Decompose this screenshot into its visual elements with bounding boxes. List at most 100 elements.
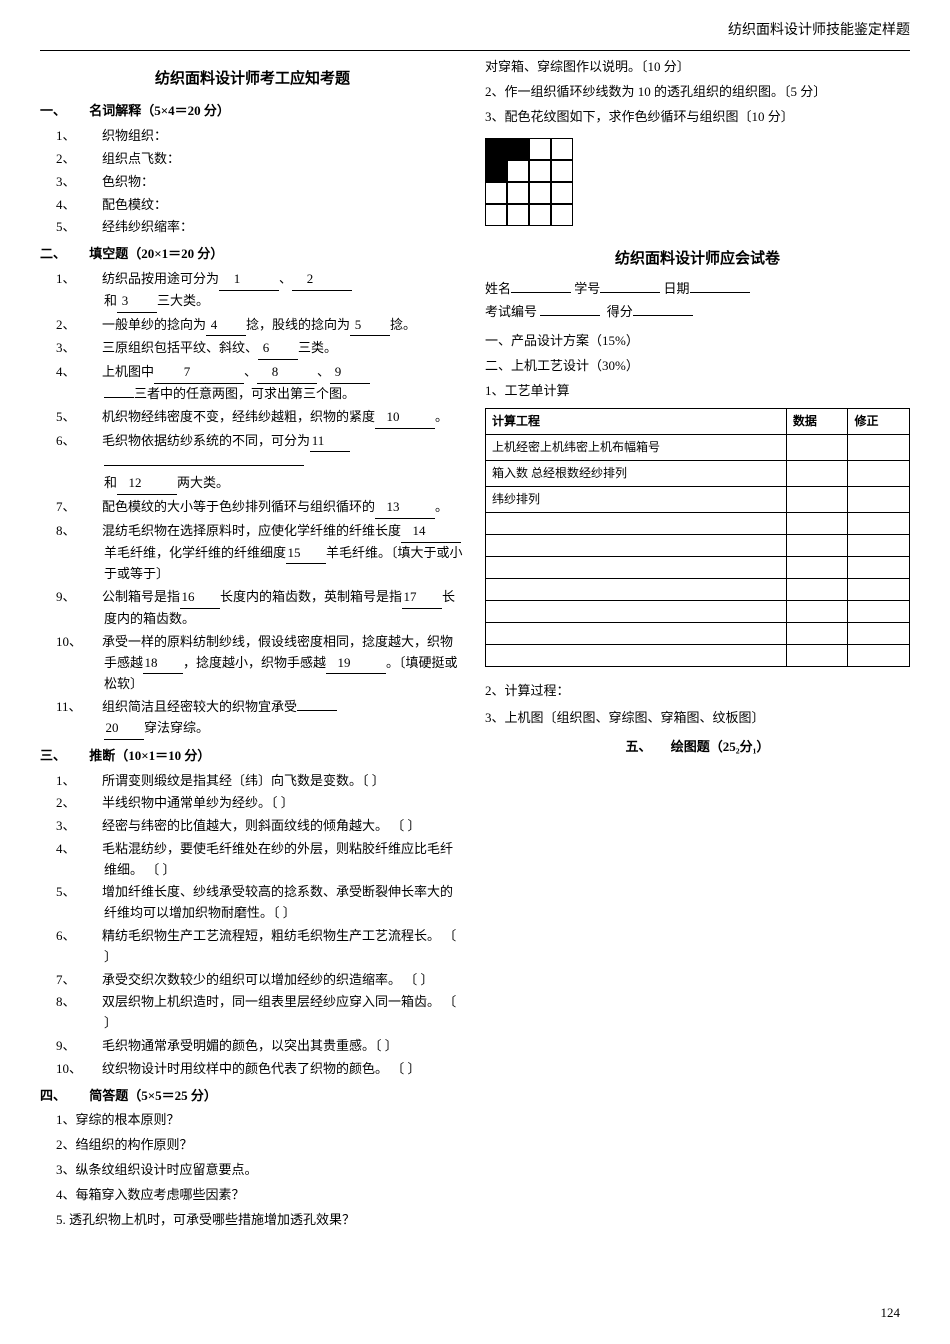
sec2-q7: 7、配色模纹的大小等于色纱排列循环与组织循环的13。 <box>80 497 465 519</box>
sec2-q9: 9、公制箱号是指16长度内的箱齿数，英制箱号是指17长度内的箱齿数。 <box>80 587 465 630</box>
table-cell <box>786 460 848 486</box>
after-2: 3、上机图〔组织图、穿综图、穿箱图、纹板图〕 <box>485 708 910 729</box>
q9b: 长度内的箱齿数，英制箱号是指 <box>220 589 402 604</box>
section-5: 五、 绘图题（25₂分₁） <box>485 737 910 758</box>
table-cell <box>486 645 787 667</box>
table-row <box>486 601 910 623</box>
table-cell <box>486 535 787 557</box>
table-cell <box>848 460 910 486</box>
pattern-cell <box>551 182 573 204</box>
pattern-cell <box>507 204 529 226</box>
sec3-t10: 纹织物设计时用纹样中的颜色代表了织物的颜色。 〔 〕 <box>102 1061 421 1076</box>
pattern-cell <box>507 182 529 204</box>
table-cell <box>786 579 848 601</box>
part-1: 一、产品设计方案（15%） <box>485 331 910 352</box>
sec3-q9: 9、毛织物通常承受明媚的颜色，以突出其贵重感。〔 〕 <box>80 1036 465 1057</box>
sec2-label: 二、 <box>40 246 66 261</box>
table-cell <box>786 557 848 579</box>
pattern-row <box>485 160 573 182</box>
sec1-text-3: 色织物： <box>102 174 154 189</box>
blank-11b <box>104 465 304 466</box>
examno-label: 考试编号 <box>485 304 537 319</box>
pattern-cell <box>551 160 573 182</box>
pattern-cell <box>551 204 573 226</box>
table-row <box>486 557 910 579</box>
pattern-cell <box>485 160 507 182</box>
q3a: 三原组织包括平纹、斜纹、 <box>102 340 258 355</box>
name-label: 姓名 <box>485 281 511 296</box>
q11a: 组织简洁且经密较大的织物宜承受 <box>102 699 297 714</box>
sec3-label: 三、 <box>40 748 66 763</box>
form-line-1: 姓名 学号 日期 <box>485 279 910 300</box>
blank-2: 2 <box>292 269 352 291</box>
name-blank <box>511 292 571 293</box>
examno-blank <box>540 315 600 316</box>
sec3-q1: 1、所谓变则缎纹是指其经〔纬〕向飞数是变数。〔 〕 <box>80 771 465 792</box>
sec1-item-2: 2、组织点飞数： <box>80 149 465 170</box>
exam-title-left: 纺织面料设计师考工应知考题 <box>40 67 465 91</box>
sec4-i5: 5. 透孔织物上机时，可承受哪些措施增加透孔效果？ <box>56 1210 465 1231</box>
table-cell <box>786 487 848 513</box>
sec3-q2: 2、半线织物中通常单纱为经纱。〔 〕 <box>80 793 465 814</box>
q3b: 三类。 <box>298 340 337 355</box>
pattern-row <box>485 182 573 204</box>
table-cell <box>486 513 787 535</box>
q1c: 和 <box>104 293 117 308</box>
date-label: 日期 <box>664 281 690 296</box>
sec1-item-4: 4、配色模纹： <box>80 195 465 216</box>
sec2-q8: 8、混纺毛织物在选择原料时，应使化学纤维的纤维长度14羊毛纤维，化学纤维的纤维细… <box>80 521 465 585</box>
table-cell <box>848 579 910 601</box>
sec3-t2: 半线织物中通常单纱为经纱。〔 〕 <box>102 795 294 810</box>
table-row <box>486 645 910 667</box>
pattern-cell <box>507 160 529 182</box>
section-4: 四、 简答题（5×5＝25 分） <box>40 1086 465 1107</box>
sec3-t6: 精纺毛织物生产工艺流程短，粗纺毛织物生产工艺流程长。 〔 〕 <box>102 928 456 964</box>
score-blank <box>633 315 693 316</box>
blank-20: 20 <box>104 718 144 740</box>
sec1-text-4: 配色模纹： <box>102 197 167 212</box>
calc-table: 计算工程数据修正上机经密上机纬密上机布幅箱号箱入数 总经根数经纱排列纬纱排列 <box>485 408 910 668</box>
blank-1: 1 <box>219 269 279 291</box>
sec2-q1: 1、纺织品按用途可分为1、2和3三大类。 <box>80 269 465 313</box>
q5a: 机织物经纬密度不变，经纬纱越粗，织物的紧度 <box>102 409 375 424</box>
q4d: 三者中的任意两图，可求出第三个图。 <box>134 386 355 401</box>
id-label: 学号 <box>574 281 600 296</box>
table-cell <box>848 535 910 557</box>
blank-18: 18 <box>143 653 183 675</box>
q5b: 。 <box>435 409 448 424</box>
table-row <box>486 513 910 535</box>
header-rule <box>40 50 910 51</box>
blank-14: 14 <box>401 521 461 543</box>
sec3-q4: 4、毛粘混纺纱，要使毛纤维处在纱的外层，则粘胶纤维应比毛纤维细。 〔 〕 <box>80 839 465 881</box>
exam-title-right: 纺织面料设计师应会试卷 <box>485 247 910 271</box>
sec3-t7: 承受交织次数较少的组织可以增加经纱的织造缩率。 〔 〕 <box>102 972 434 987</box>
header-right: 纺织面料设计师技能鉴定样题 <box>40 20 910 42</box>
sec5-label: 五、 <box>625 739 651 754</box>
sec2-q6: 6、毛织物依据纺纱系统的不同，可分为11和12两大类。 <box>80 431 465 495</box>
blank-12: 12 <box>117 473 177 495</box>
q2c: 捻。 <box>390 317 416 332</box>
q4c: 、 <box>317 364 330 379</box>
sec3-q3: 3、经密与纬密的比值越大，则斜面纹线的倾角越大。 〔 〕 <box>80 816 465 837</box>
sec2-q4: 4、上机图中7、8、9三者中的任意两图，可求出第三个图。 <box>80 362 465 405</box>
table-cell <box>848 513 910 535</box>
part-3: 1、工艺单计算 <box>485 381 910 402</box>
sec3-t8: 双层织物上机织造时，同一组表里层经纱应穿入同一箱齿。 〔 〕 <box>102 994 456 1030</box>
table-row: 箱入数 总经根数经纱排列 <box>486 460 910 486</box>
pattern-cell <box>529 160 551 182</box>
page-number: 124 <box>881 1303 901 1324</box>
blank-17: 17 <box>402 587 442 609</box>
q9a: 公制箱号是指 <box>102 589 180 604</box>
blank-11: 11 <box>310 431 350 453</box>
pattern-cell <box>529 182 551 204</box>
pattern-cell <box>485 138 507 160</box>
sec1-label: 一、 <box>40 103 66 118</box>
table-cell <box>848 557 910 579</box>
blank-8: 8 <box>257 362 317 384</box>
table-cell <box>486 557 787 579</box>
table-cell: 上机经密上机纬密上机布幅箱号 <box>486 434 787 460</box>
table-row <box>486 535 910 557</box>
pattern-row <box>485 204 573 226</box>
sec3-title: 推断（10×1＝10 分） <box>89 748 210 763</box>
q4a: 上机图中 <box>102 364 154 379</box>
